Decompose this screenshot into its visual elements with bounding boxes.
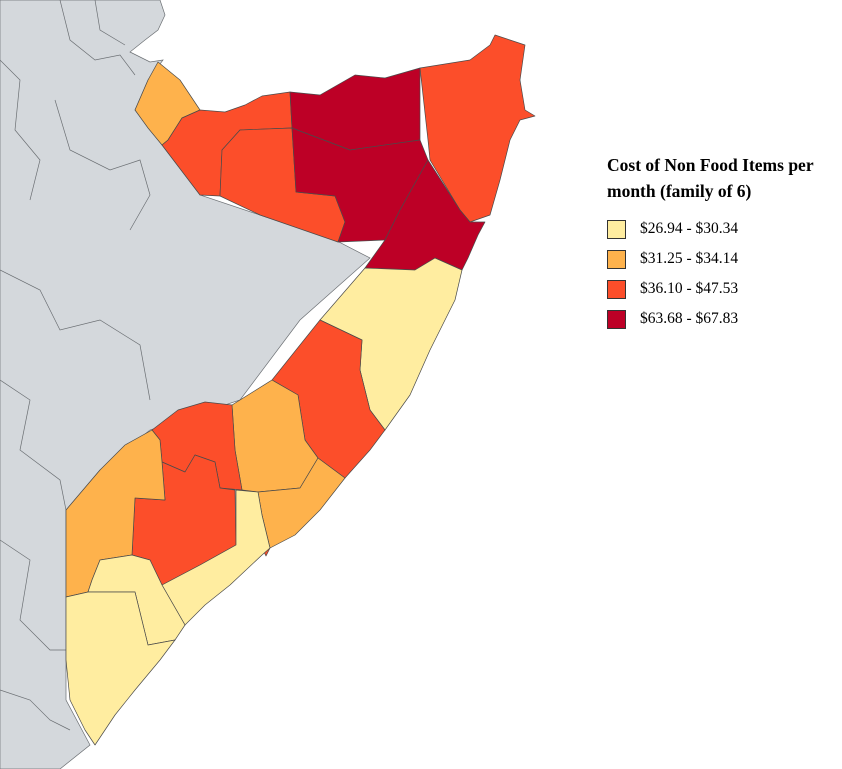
legend-item: $63.68 - $67.83 — [607, 304, 837, 334]
legend-label: $26.94 - $30.34 — [640, 220, 739, 237]
legend-items: $26.94 - $30.34 $31.25 - $34.14 $36.10 - $… — [607, 214, 837, 334]
legend-label: $31.25 - $34.14 — [640, 250, 739, 267]
neighbor-border — [94, 0, 126, 46]
legend-label: $36.10 - $47.53 — [640, 280, 739, 297]
legend-title: Cost of Non Food Items per month (family… — [607, 155, 814, 201]
legend-swatch — [607, 279, 626, 299]
legend-swatch — [607, 309, 626, 329]
legend-item: $26.94 - $30.34 — [607, 214, 837, 244]
neighbor-border — [0, 689, 71, 731]
neighbor-border — [0, 269, 151, 401]
neighbor-border — [0, 379, 67, 511]
legend-item: $36.10 - $47.53 — [607, 274, 837, 304]
neighbor-border — [59, 0, 136, 76]
neighbor-border — [0, 539, 66, 651]
legend-swatch — [607, 249, 626, 269]
legend-swatch — [607, 219, 626, 239]
region-lower-juba — [65, 591, 176, 746]
legend-label: $63.68 - $67.83 — [640, 310, 739, 327]
neighbor-border — [0, 59, 41, 201]
legend-item: $31.25 - $34.14 — [607, 244, 837, 274]
map-legend: Cost of Non Food Items per month (family… — [607, 152, 837, 334]
region-lower-shabelle — [161, 489, 271, 626]
neighbor-border — [54, 99, 151, 231]
